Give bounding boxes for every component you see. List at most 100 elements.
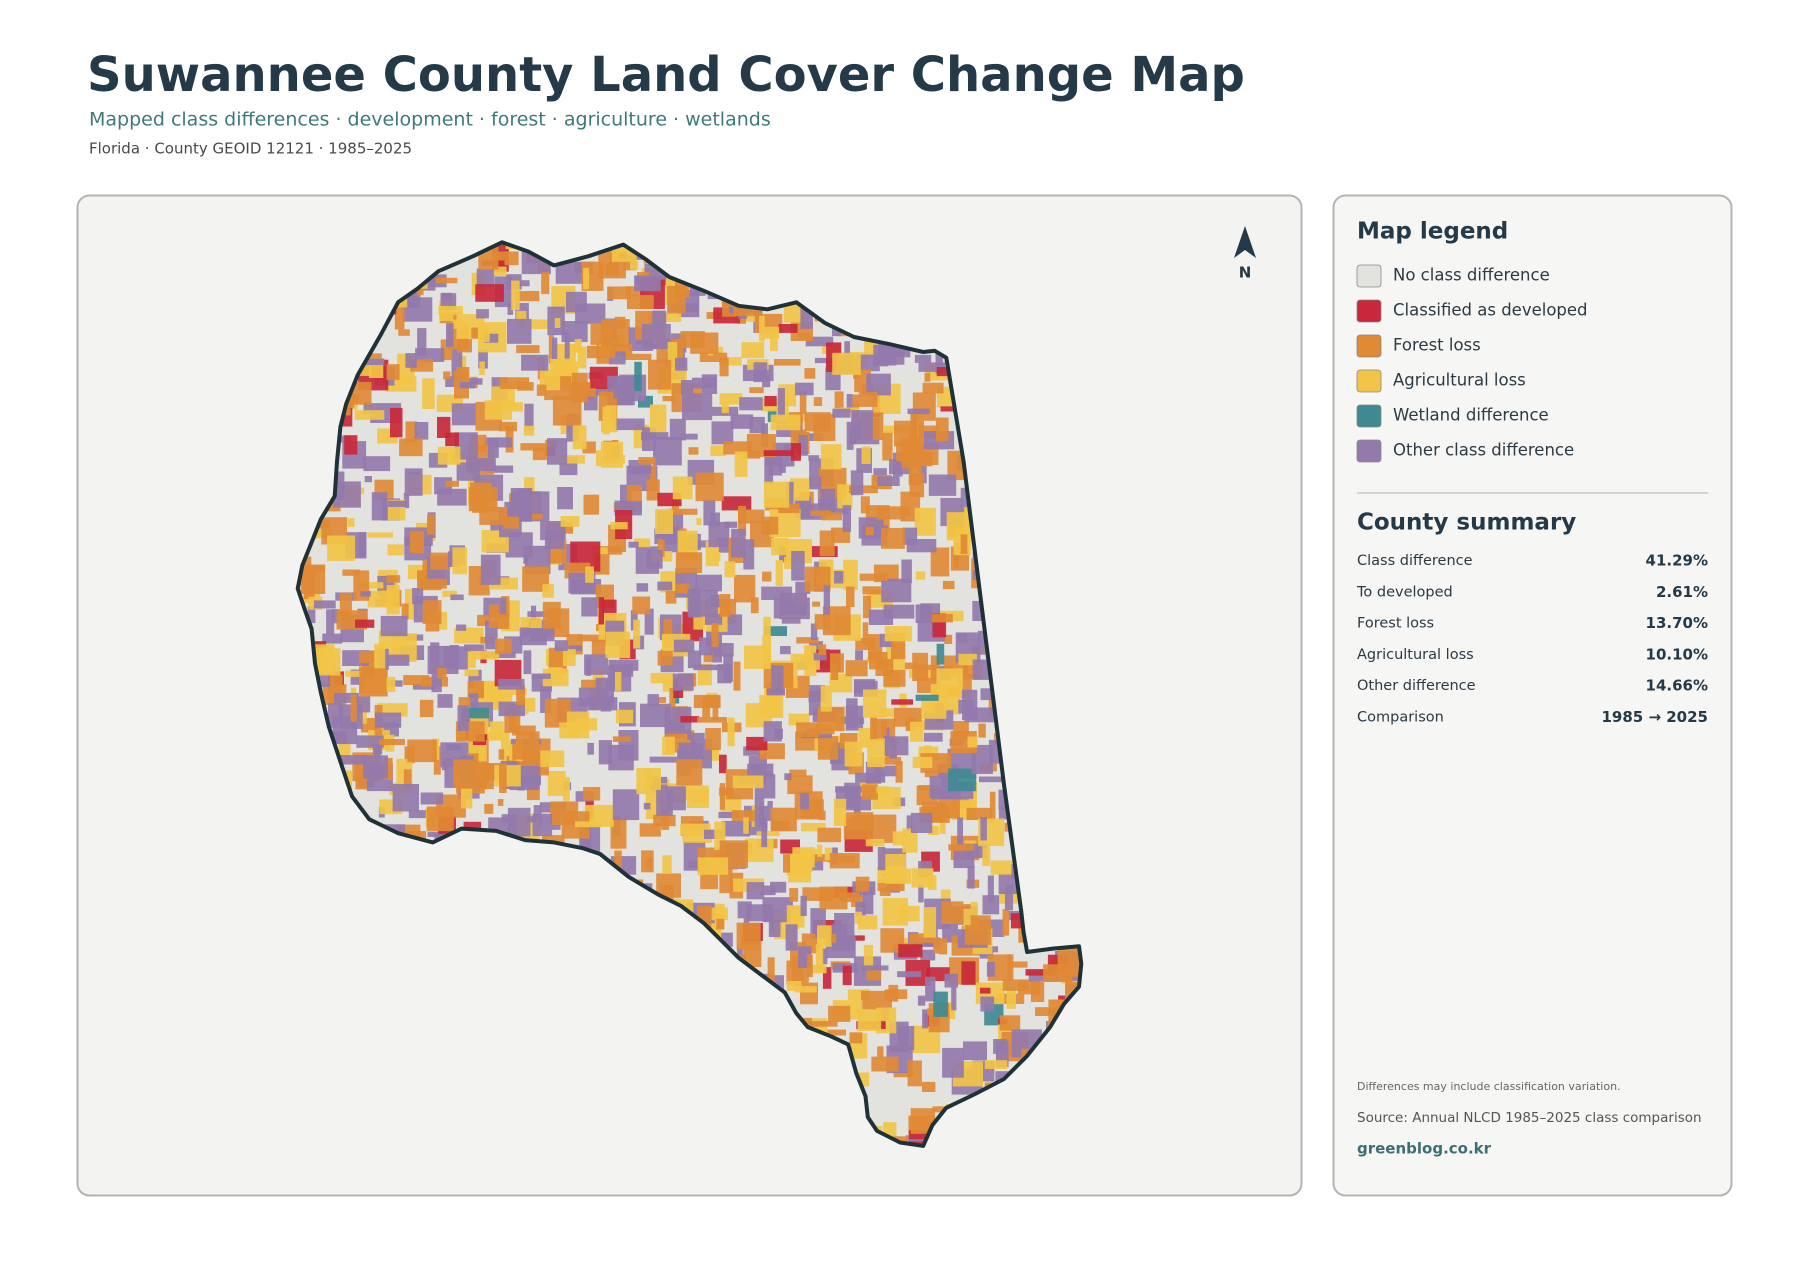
land-patch <box>608 744 634 771</box>
land-patch <box>962 689 978 721</box>
land-patch <box>470 482 492 502</box>
land-patch <box>680 433 698 440</box>
land-patch <box>363 456 391 472</box>
summary-label: To developed <box>1356 584 1453 600</box>
land-patch <box>759 315 765 342</box>
land-patch <box>790 653 820 670</box>
land-patch <box>842 505 851 532</box>
land-patch <box>754 797 765 827</box>
legend-swatch <box>1356 299 1382 323</box>
land-patch <box>529 619 542 629</box>
land-patch <box>554 640 568 651</box>
land-patch <box>719 787 734 796</box>
land-patch <box>560 516 580 527</box>
summary-value: 2.61% <box>1656 583 1708 601</box>
land-patch <box>815 944 824 973</box>
land-patch <box>521 354 549 371</box>
land-patch <box>430 552 451 570</box>
land-patch <box>668 508 698 515</box>
land-patch <box>394 304 405 330</box>
land-patch <box>910 721 924 742</box>
land-patch <box>925 976 936 1002</box>
land-patch <box>443 646 469 670</box>
land-patch <box>855 772 886 783</box>
land-patch <box>476 309 489 319</box>
land-patch <box>948 844 974 851</box>
land-patch <box>1002 979 1029 991</box>
land-patch <box>480 554 501 585</box>
land-patch <box>415 348 445 362</box>
land-patch <box>927 875 937 890</box>
footer-source: Source: Annual NLCD 1985–2025 class comp… <box>1357 1110 1702 1126</box>
land-patch <box>809 1021 838 1027</box>
land-patch <box>575 303 606 324</box>
land-patch <box>590 323 612 345</box>
land-patch <box>785 924 798 951</box>
land-patch <box>625 286 645 297</box>
land-patch <box>422 378 435 409</box>
footer-note: Differences may include classification v… <box>1357 1080 1621 1093</box>
land-patch <box>767 688 785 696</box>
land-patch <box>542 584 554 598</box>
land-patch <box>547 438 568 465</box>
land-patch <box>818 810 826 821</box>
land-patch <box>979 776 1005 783</box>
land-patch <box>791 551 805 581</box>
land-patch <box>817 844 823 857</box>
land-patch <box>387 544 404 556</box>
land-patch <box>711 623 719 648</box>
land-patch <box>842 965 852 986</box>
land-patch <box>889 738 897 759</box>
land-patch <box>909 473 925 498</box>
land-patch <box>763 626 787 636</box>
land-patch <box>831 933 837 943</box>
land-patch <box>326 609 335 635</box>
land-patch <box>687 732 705 740</box>
land-patch <box>749 387 764 393</box>
land-patch <box>403 492 410 509</box>
land-patch <box>615 709 634 724</box>
land-patch <box>667 341 678 372</box>
land-patch <box>828 508 848 515</box>
land-patch <box>951 986 957 1011</box>
north-label: N <box>1239 264 1252 282</box>
land-patch <box>568 645 582 651</box>
land-patch <box>843 559 858 590</box>
land-patch <box>605 262 619 276</box>
land-patch <box>437 488 467 506</box>
land-patch <box>813 397 823 406</box>
land-patch <box>536 384 547 396</box>
land-patch <box>895 761 903 783</box>
legend-label: Wetland difference <box>1393 406 1549 425</box>
land-patch <box>909 933 936 943</box>
land-patch <box>487 438 499 458</box>
land-patch <box>753 362 768 383</box>
land-patch <box>390 407 403 438</box>
land-patch <box>820 444 842 470</box>
land-patch <box>712 699 719 720</box>
land-patch <box>587 697 618 711</box>
land-patch <box>451 348 463 377</box>
land-patch <box>804 368 816 379</box>
land-patch <box>672 476 693 500</box>
land-patch <box>771 537 789 556</box>
land-patch <box>917 995 926 1006</box>
land-patch <box>819 530 835 557</box>
land-patch <box>828 1005 851 1022</box>
land-patch <box>823 585 830 615</box>
land-patch <box>497 799 504 806</box>
land-patch <box>696 518 702 525</box>
land-patch <box>461 788 473 809</box>
land-patch <box>817 925 832 947</box>
land-patch <box>980 817 987 841</box>
land-patch <box>647 694 659 706</box>
land-patch <box>642 427 656 451</box>
legend-swatch <box>1356 334 1382 358</box>
land-patch <box>937 803 947 814</box>
land-patch <box>375 712 402 728</box>
land-patch <box>817 827 841 843</box>
land-patch <box>409 531 425 554</box>
land-patch <box>746 736 768 751</box>
legend-label: Classified as developed <box>1393 301 1588 320</box>
land-patch <box>763 481 790 508</box>
